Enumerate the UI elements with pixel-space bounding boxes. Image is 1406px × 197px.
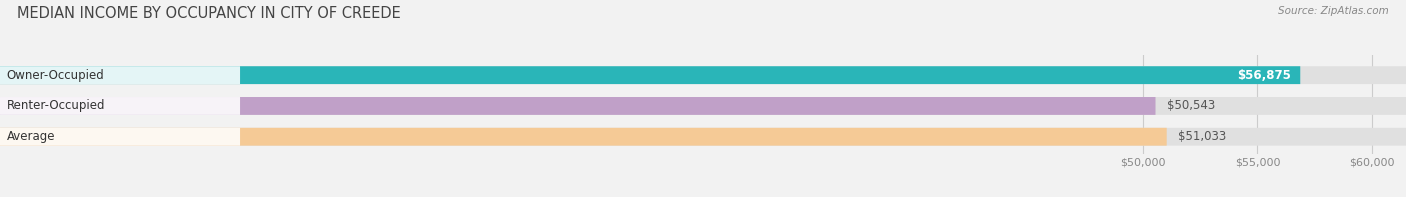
Text: Source: ZipAtlas.com: Source: ZipAtlas.com [1278, 6, 1389, 16]
FancyBboxPatch shape [0, 66, 1406, 84]
Text: Owner-Occupied: Owner-Occupied [7, 69, 104, 82]
FancyBboxPatch shape [0, 66, 1301, 84]
Text: Average: Average [7, 130, 55, 143]
Text: Renter-Occupied: Renter-Occupied [7, 99, 105, 112]
Text: $56,875: $56,875 [1237, 69, 1291, 82]
Text: $51,033: $51,033 [1178, 130, 1226, 143]
FancyBboxPatch shape [0, 97, 240, 115]
FancyBboxPatch shape [0, 97, 1156, 115]
FancyBboxPatch shape [0, 128, 240, 146]
FancyBboxPatch shape [0, 66, 240, 84]
FancyBboxPatch shape [0, 128, 1167, 146]
FancyBboxPatch shape [0, 97, 1406, 115]
Text: $50,543: $50,543 [1167, 99, 1215, 112]
Text: MEDIAN INCOME BY OCCUPANCY IN CITY OF CREEDE: MEDIAN INCOME BY OCCUPANCY IN CITY OF CR… [17, 6, 401, 21]
FancyBboxPatch shape [0, 128, 1406, 146]
